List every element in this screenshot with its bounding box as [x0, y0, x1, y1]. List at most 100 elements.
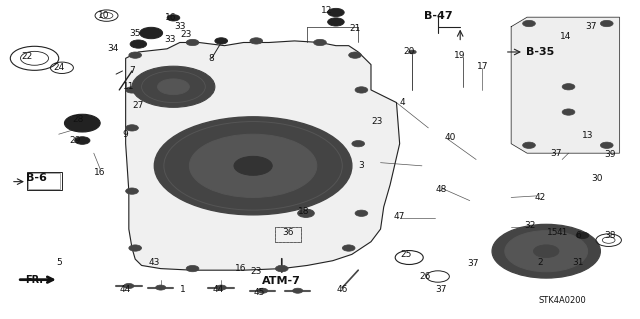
Text: 45: 45	[254, 288, 265, 297]
Text: 28: 28	[72, 115, 84, 124]
Text: 37: 37	[467, 259, 479, 268]
Text: 16: 16	[235, 264, 246, 273]
Circle shape	[523, 142, 536, 148]
Text: 7: 7	[129, 66, 135, 76]
Text: 17: 17	[477, 62, 488, 71]
Text: 3: 3	[358, 161, 364, 170]
Circle shape	[125, 188, 138, 194]
Text: 26: 26	[419, 272, 431, 281]
Text: B-47: B-47	[424, 11, 452, 21]
Circle shape	[234, 156, 272, 175]
Circle shape	[186, 265, 199, 272]
Text: 31: 31	[572, 258, 584, 267]
Circle shape	[505, 231, 588, 272]
Circle shape	[328, 18, 344, 26]
Text: B-35: B-35	[525, 47, 554, 57]
Circle shape	[576, 232, 589, 239]
Circle shape	[125, 125, 138, 131]
Circle shape	[129, 245, 141, 251]
Text: 36: 36	[282, 228, 294, 237]
Polygon shape	[511, 17, 620, 153]
Text: 37: 37	[550, 149, 561, 158]
Circle shape	[157, 79, 189, 95]
Circle shape	[292, 288, 303, 293]
Text: 13: 13	[582, 131, 593, 140]
Circle shape	[600, 20, 613, 27]
Text: 23: 23	[251, 267, 262, 276]
Circle shape	[129, 52, 141, 58]
Text: 33: 33	[164, 35, 176, 44]
Text: 10: 10	[97, 11, 109, 20]
Circle shape	[562, 84, 575, 90]
Text: 4: 4	[400, 98, 406, 107]
Circle shape	[342, 245, 355, 251]
Circle shape	[355, 87, 368, 93]
Text: 27: 27	[132, 101, 144, 110]
Circle shape	[492, 224, 600, 278]
Text: 33: 33	[174, 22, 186, 31]
Bar	[27, 172, 62, 189]
Circle shape	[250, 38, 262, 44]
Circle shape	[130, 40, 147, 48]
Circle shape	[124, 284, 134, 288]
Text: 37: 37	[435, 285, 447, 294]
Text: 16: 16	[164, 13, 176, 22]
Text: 41: 41	[556, 228, 568, 237]
Text: 23: 23	[180, 30, 192, 39]
Text: 46: 46	[337, 285, 348, 294]
Text: 39: 39	[604, 150, 616, 159]
Text: 43: 43	[148, 258, 160, 267]
Text: 37: 37	[585, 22, 596, 31]
Circle shape	[215, 147, 291, 185]
Text: 19: 19	[454, 51, 466, 60]
Circle shape	[189, 134, 317, 197]
Text: 32: 32	[525, 221, 536, 230]
Circle shape	[349, 52, 362, 58]
Bar	[28, 173, 60, 189]
Circle shape	[600, 142, 613, 148]
Text: 18: 18	[298, 207, 310, 216]
Circle shape	[408, 50, 416, 54]
Text: 48: 48	[435, 185, 447, 194]
Text: 21: 21	[349, 24, 361, 33]
Text: 12: 12	[321, 6, 332, 15]
Text: 22: 22	[21, 52, 33, 61]
Text: 35: 35	[129, 28, 141, 38]
Text: 44: 44	[120, 285, 131, 294]
Text: 1: 1	[180, 285, 186, 294]
Circle shape	[65, 114, 100, 132]
Circle shape	[75, 137, 90, 144]
Circle shape	[132, 66, 215, 107]
Text: 14: 14	[559, 32, 571, 41]
Text: 15: 15	[547, 228, 558, 237]
Circle shape	[216, 285, 227, 290]
Circle shape	[314, 39, 326, 46]
Circle shape	[534, 245, 559, 257]
Text: 44: 44	[212, 285, 223, 294]
Text: 42: 42	[534, 193, 545, 202]
Circle shape	[257, 288, 268, 293]
Circle shape	[523, 20, 536, 27]
Circle shape	[352, 141, 365, 147]
Circle shape	[140, 27, 163, 39]
Circle shape	[275, 265, 288, 272]
Polygon shape	[125, 41, 399, 270]
Text: 9: 9	[123, 130, 129, 139]
Text: 2: 2	[537, 258, 543, 267]
Circle shape	[74, 119, 92, 128]
Text: 34: 34	[108, 44, 118, 53]
Text: 38: 38	[604, 231, 616, 240]
Text: 20: 20	[404, 48, 415, 56]
Text: 40: 40	[445, 133, 456, 142]
Circle shape	[156, 285, 166, 290]
Text: 6: 6	[575, 231, 581, 240]
Circle shape	[521, 239, 572, 264]
Text: ATM-7: ATM-7	[262, 276, 301, 286]
Circle shape	[298, 209, 314, 217]
Circle shape	[215, 38, 228, 44]
Circle shape	[355, 210, 368, 216]
Text: 30: 30	[591, 174, 603, 183]
Text: 24: 24	[53, 63, 65, 72]
Bar	[275, 227, 301, 242]
Text: 47: 47	[394, 212, 405, 221]
